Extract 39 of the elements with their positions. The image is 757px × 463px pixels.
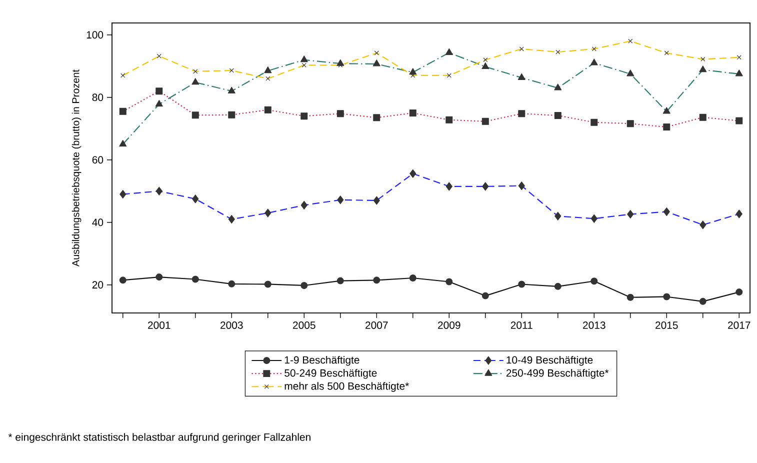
x-tick-label: 2003 — [220, 321, 243, 329]
point — [590, 278, 598, 285]
point — [119, 276, 126, 284]
y-tick-label: 100 — [86, 31, 104, 39]
point — [264, 280, 272, 288]
legend-label: 250-499 Beschäftigte* — [506, 369, 609, 379]
x-tick-label: 2015 — [656, 321, 678, 329]
x-tick-label: 2013 — [583, 321, 606, 329]
point — [300, 282, 308, 289]
point — [482, 292, 489, 300]
x-tick-label: 2007 — [366, 321, 388, 329]
x-tick-label: 2001 — [148, 321, 170, 329]
point — [409, 274, 416, 282]
legend-label: 10-49 Beschäftigte — [506, 356, 593, 366]
x-tick-label: 2011 — [510, 321, 532, 329]
y-axis-title: Ausbildungsbetriebsquote (brutto) in Prozent — [72, 70, 82, 267]
point — [626, 294, 634, 301]
point — [699, 298, 706, 305]
x-tick-label: 2017 — [728, 321, 750, 329]
legend-label: mehr als 500 Beschäftigte* — [284, 382, 409, 392]
point — [554, 282, 562, 290]
y-tick-label: 80 — [92, 94, 104, 102]
point — [336, 277, 344, 284]
point — [373, 276, 380, 284]
point — [518, 280, 526, 288]
legend-label: 50-249 Beschäftigte — [284, 369, 377, 379]
y-tick-label: 20 — [92, 281, 104, 289]
point — [228, 280, 236, 288]
point — [736, 288, 743, 296]
y-tick-label: 40 — [92, 218, 104, 226]
point — [192, 276, 199, 283]
x-tick-label: 2009 — [438, 321, 460, 329]
y-tick-label: 60 — [92, 156, 104, 164]
legend-label: 1-9 Beschäftigte — [284, 356, 360, 366]
point — [156, 274, 163, 281]
text: * eingeschränkt statistisch belastbar aufgrund geringer Fallzahlen — [8, 433, 310, 443]
point — [446, 278, 453, 286]
point — [663, 293, 670, 300]
x-tick-label: 2005 — [293, 321, 316, 329]
